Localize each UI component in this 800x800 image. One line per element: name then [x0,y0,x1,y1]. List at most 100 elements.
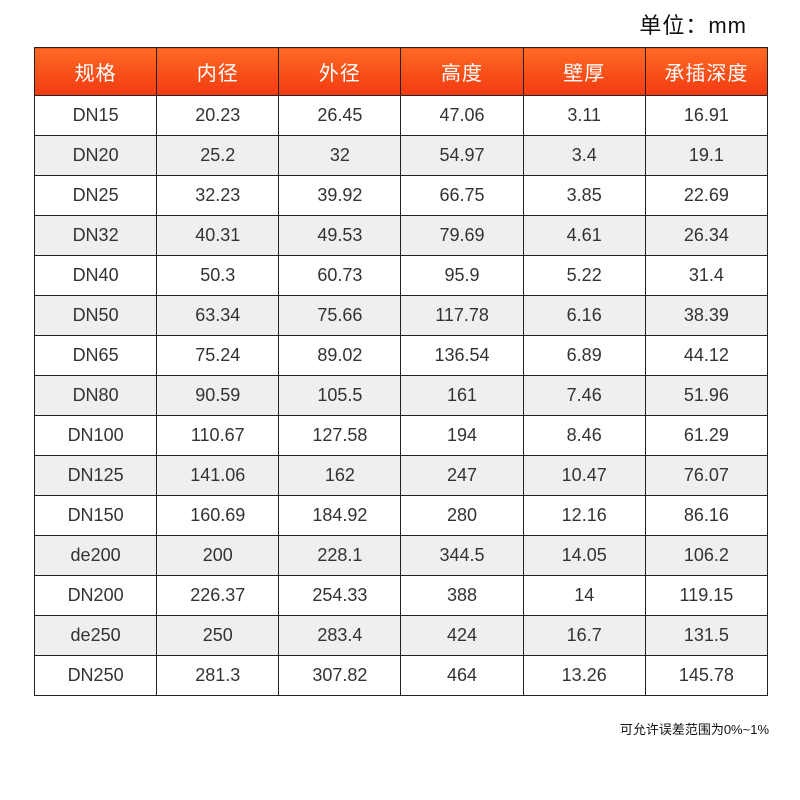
header-spec: 规格 [33,47,158,96]
cell-outer-diameter: 162 [278,455,402,496]
cell-spec: DN32 [33,215,158,256]
header-inner-diameter: 内径 [156,47,280,96]
cell-wall-thickness: 3.85 [522,175,646,216]
cell-outer-diameter: 105.5 [278,375,402,416]
tolerance-note: 可允许误差范围为0%~1% [619,722,769,737]
cell-outer-diameter: 283.4 [278,615,402,656]
cell-outer-diameter: 184.92 [278,495,402,536]
cell-outer-diameter: 75.66 [278,295,402,336]
cell-socket-depth: 22.69 [644,175,769,216]
table-row: DN80 90.59 105.5 161 7.46 51.96 [33,375,769,416]
cell-spec: DN125 [33,455,158,496]
cell-socket-depth: 16.91 [644,95,769,136]
cell-inner-diameter: 32.23 [156,175,280,216]
cell-outer-diameter: 127.58 [278,415,402,456]
cell-inner-diameter: 160.69 [156,495,280,536]
table-row: DN200 226.37 254.33 388 14 119.15 [33,575,769,616]
cell-spec: DN150 [33,495,158,536]
table-row: DN20 25.2 32 54.97 3.4 19.1 [33,135,769,176]
cell-inner-diameter: 200 [156,535,280,576]
cell-spec: DN80 [33,375,158,416]
cell-inner-diameter: 226.37 [156,575,280,616]
cell-height: 95.9 [400,255,524,296]
table-row: DN25 32.23 39.92 66.75 3.85 22.69 [33,175,769,216]
cell-height: 280 [400,495,524,536]
table-body: DN15 20.23 26.45 47.06 3.11 16.91 DN20 25.2 32 54… [33,95,769,696]
cell-wall-thickness: 5.22 [522,255,646,296]
cell-wall-thickness: 10.47 [522,455,646,496]
cell-height: 344.5 [400,535,524,576]
cell-socket-depth: 76.07 [644,455,769,496]
cell-spec: DN50 [33,295,158,336]
cell-inner-diameter: 63.34 [156,295,280,336]
cell-height: 424 [400,615,524,656]
cell-spec: DN40 [33,255,158,296]
cell-outer-diameter: 39.92 [278,175,402,216]
cell-spec: DN15 [33,95,158,136]
cell-socket-depth: 61.29 [644,415,769,456]
cell-outer-diameter: 49.53 [278,215,402,256]
cell-spec: DN25 [33,175,158,216]
cell-inner-diameter: 75.24 [156,335,280,376]
cell-height: 117.78 [400,295,524,336]
table-header-row: 规格 内径 外径 高度 壁厚 承插深度 [33,47,769,96]
cell-outer-diameter: 89.02 [278,335,402,376]
spec-table: 规格 内径 外径 高度 壁厚 承插深度 DN15 20.23 26.45 47.06 3… [33,47,769,696]
cell-height: 136.54 [400,335,524,376]
cell-wall-thickness: 8.46 [522,415,646,456]
table-row: DN100 110.67 127.58 194 8.46 61.29 [33,415,769,456]
cell-inner-diameter: 281.3 [156,655,280,696]
table-row: DN125 141.06 162 247 10.47 76.07 [33,455,769,496]
cell-inner-diameter: 250 [156,615,280,656]
table-row: DN150 160.69 184.92 280 12.16 86.16 [33,495,769,536]
table-row: DN15 20.23 26.45 47.06 3.11 16.91 [33,95,769,136]
cell-socket-depth: 19.1 [644,135,769,176]
cell-wall-thickness: 3.4 [522,135,646,176]
cell-wall-thickness: 6.16 [522,295,646,336]
cell-inner-diameter: 25.2 [156,135,280,176]
cell-spec: DN250 [33,655,158,696]
cell-height: 47.06 [400,95,524,136]
cell-wall-thickness: 12.16 [522,495,646,536]
cell-height: 161 [400,375,524,416]
cell-wall-thickness: 3.11 [522,95,646,136]
cell-wall-thickness: 14 [522,575,646,616]
cell-height: 247 [400,455,524,496]
unit-label: 单位：mm [639,13,747,38]
cell-wall-thickness: 14.05 [522,535,646,576]
cell-outer-diameter: 307.82 [278,655,402,696]
table-row: DN32 40.31 49.53 79.69 4.61 26.34 [33,215,769,256]
cell-socket-depth: 119.15 [644,575,769,616]
cell-spec: de250 [33,615,158,656]
cell-inner-diameter: 40.31 [156,215,280,256]
cell-outer-diameter: 26.45 [278,95,402,136]
cell-socket-depth: 44.12 [644,335,769,376]
cell-inner-diameter: 20.23 [156,95,280,136]
cell-spec: de200 [33,535,158,576]
cell-height: 66.75 [400,175,524,216]
cell-wall-thickness: 16.7 [522,615,646,656]
cell-height: 194 [400,415,524,456]
table-row: DN250 281.3 307.82 464 13.26 145.78 [33,655,769,696]
cell-socket-depth: 106.2 [644,535,769,576]
cell-inner-diameter: 50.3 [156,255,280,296]
cell-inner-diameter: 110.67 [156,415,280,456]
header-height: 高度 [400,47,524,96]
cell-spec: DN20 [33,135,158,176]
table-row: DN50 63.34 75.66 117.78 6.16 38.39 [33,295,769,336]
cell-inner-diameter: 90.59 [156,375,280,416]
cell-wall-thickness: 4.61 [522,215,646,256]
cell-height: 388 [400,575,524,616]
cell-outer-diameter: 32 [278,135,402,176]
cell-socket-depth: 86.16 [644,495,769,536]
cell-wall-thickness: 13.26 [522,655,646,696]
cell-socket-depth: 145.78 [644,655,769,696]
cell-socket-depth: 51.96 [644,375,769,416]
header-outer-diameter: 外径 [278,47,402,96]
cell-height: 464 [400,655,524,696]
cell-socket-depth: 31.4 [644,255,769,296]
table-row: de200 200 228.1 344.5 14.05 106.2 [33,535,769,576]
table-row: DN40 50.3 60.73 95.9 5.22 31.4 [33,255,769,296]
cell-outer-diameter: 254.33 [278,575,402,616]
